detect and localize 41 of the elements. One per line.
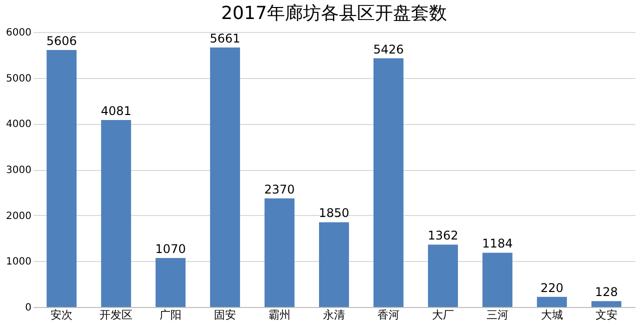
y-tick-label: 0: [25, 302, 32, 314]
bar: [319, 222, 349, 307]
x-tick-label: 广阳: [160, 308, 182, 322]
x-tick-label: 安次: [50, 308, 73, 322]
bar: [101, 120, 132, 307]
y-tick-label: 6000: [6, 28, 32, 38]
y-tick-label: 5000: [6, 73, 32, 84]
data-label: 5606: [46, 34, 77, 48]
x-tick-label: 固安: [214, 308, 236, 322]
data-label: 128: [594, 285, 618, 300]
y-tick-label: 3000: [6, 165, 32, 176]
bar: [264, 198, 294, 307]
data-label: 1184: [482, 236, 513, 251]
data-label: 1070: [155, 242, 186, 256]
y-tick-label: 4000: [6, 119, 32, 130]
data-label: 1362: [428, 228, 458, 243]
x-tick-label: 霸州: [268, 308, 291, 322]
x-tick-label: 大厂: [432, 308, 454, 322]
data-label: 5661: [210, 32, 240, 46]
bar: [46, 50, 77, 307]
data-label: 2370: [264, 182, 295, 196]
data-label: 220: [540, 280, 564, 295]
x-tick-label: 文安: [595, 308, 618, 322]
bar: [156, 258, 186, 307]
bar: [374, 58, 404, 307]
chart-title: 2017年廊坊各县区开盘套数: [221, 3, 447, 24]
x-tick-label: 永清: [323, 308, 345, 322]
x-tick-label: 开发区: [100, 308, 133, 322]
bar: [482, 252, 512, 307]
x-tick-label: 三河: [486, 308, 508, 322]
y-tick-label: 2000: [6, 210, 32, 222]
x-tick-label: 大城: [540, 308, 563, 322]
data-label: 5426: [373, 42, 404, 56]
y-tick-label: 1000: [6, 256, 32, 268]
bar: [591, 301, 622, 307]
x-tick-label: 香河: [377, 308, 400, 322]
data-label: 4081: [100, 104, 132, 118]
bar: [536, 296, 567, 307]
data-label: 1850: [318, 206, 350, 220]
bar: [428, 244, 458, 307]
bar: [210, 48, 240, 307]
